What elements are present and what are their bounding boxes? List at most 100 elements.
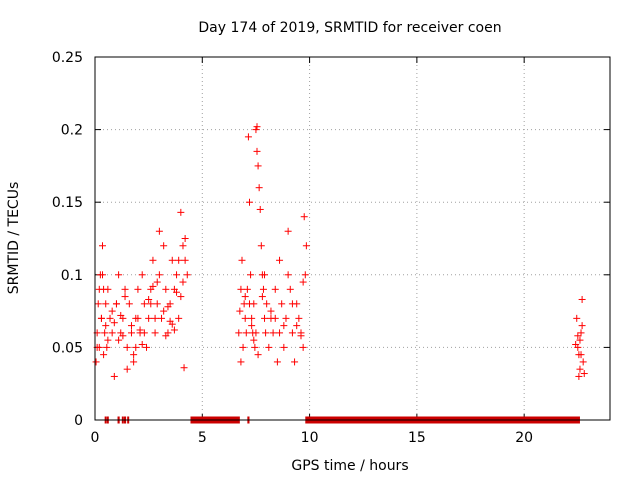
x-tick-label: 20 [515, 430, 533, 446]
tick-layer: 0 5 10 15 20 0 0.05 0.1 0.15 0.2 0.25 [52, 50, 610, 446]
data-point [579, 358, 587, 366]
data-point [299, 343, 307, 351]
data-point [252, 329, 260, 337]
data-point [145, 314, 153, 322]
data-point [145, 295, 153, 303]
data-point [132, 343, 140, 351]
data-point [299, 278, 307, 286]
data-point [183, 271, 191, 279]
data-point [175, 314, 183, 322]
data-point [254, 351, 262, 359]
data-point [177, 208, 185, 216]
x-tick-label: 15 [408, 430, 426, 446]
y-tick-label: 0.15 [52, 195, 83, 211]
data-point [241, 314, 249, 322]
data-point [168, 256, 176, 264]
data-point [102, 300, 110, 308]
data-layer [92, 123, 588, 424]
y-tick-label: 0.2 [61, 123, 83, 139]
data-point [286, 285, 294, 293]
data-point [297, 332, 305, 340]
data-point [153, 278, 161, 286]
data-point [574, 332, 582, 340]
data-point [127, 322, 135, 330]
data-point [153, 300, 161, 308]
data-point [282, 314, 290, 322]
data-point [237, 285, 245, 293]
chart-title: Day 174 of 2019, SRMTID for receiver coe… [198, 20, 501, 36]
y-tick-label: 0.05 [52, 340, 83, 356]
data-point [103, 343, 111, 351]
data-point [104, 336, 112, 344]
data-point [164, 303, 172, 311]
data-point [237, 358, 245, 366]
data-point [238, 256, 246, 264]
data-point [130, 358, 138, 366]
data-point [250, 336, 258, 344]
data-point [263, 300, 271, 308]
data-point [291, 358, 299, 366]
data-point [97, 314, 105, 322]
data-point [138, 271, 146, 279]
data-point [117, 311, 125, 319]
data-point [253, 147, 261, 155]
data-point [276, 329, 284, 337]
data-point [244, 133, 252, 141]
data-point [147, 300, 155, 308]
data-point [302, 242, 310, 250]
data-point [255, 184, 263, 192]
data-point [151, 329, 159, 337]
data-point [578, 322, 586, 330]
data-point [280, 343, 288, 351]
data-point [101, 329, 109, 337]
data-point [162, 285, 170, 293]
data-point [119, 332, 127, 340]
data-point [104, 285, 112, 293]
data-point [256, 205, 264, 213]
data-point [121, 285, 129, 293]
data-point [293, 322, 301, 330]
data-point [123, 343, 131, 351]
data-point [160, 242, 168, 250]
data-point [115, 271, 123, 279]
data-point [261, 271, 269, 279]
data-point [284, 227, 292, 235]
data-point [243, 285, 251, 293]
data-point [175, 256, 183, 264]
data-point [284, 271, 292, 279]
data-point [252, 126, 260, 134]
data-point [574, 343, 582, 351]
grid-layer [95, 57, 610, 420]
data-point [100, 351, 108, 359]
data-point [573, 314, 581, 322]
data-point [254, 162, 262, 170]
data-point [140, 300, 148, 308]
x-tick-label: 0 [91, 430, 100, 446]
data-point [180, 364, 188, 372]
data-point [295, 314, 303, 322]
data-point [300, 213, 308, 221]
data-point [106, 314, 114, 322]
data-point [257, 242, 265, 250]
data-point [239, 343, 247, 351]
data-point [177, 293, 185, 301]
data-point [130, 351, 138, 359]
data-point [273, 358, 281, 366]
data-point [262, 329, 270, 337]
data-point [246, 198, 253, 206]
data-point [251, 343, 259, 351]
data-point [179, 278, 187, 286]
data-point [276, 256, 284, 264]
data-point [575, 372, 583, 380]
y-tick-label: 0.1 [61, 268, 83, 284]
data-point [271, 314, 279, 322]
data-point [127, 329, 135, 337]
data-point [123, 365, 131, 373]
data-point [143, 343, 150, 351]
data-point [288, 300, 296, 308]
data-point [248, 314, 256, 322]
data-point [140, 329, 148, 337]
y-axis-label: SRMTID / TECUs [6, 182, 22, 295]
data-point [168, 320, 176, 328]
